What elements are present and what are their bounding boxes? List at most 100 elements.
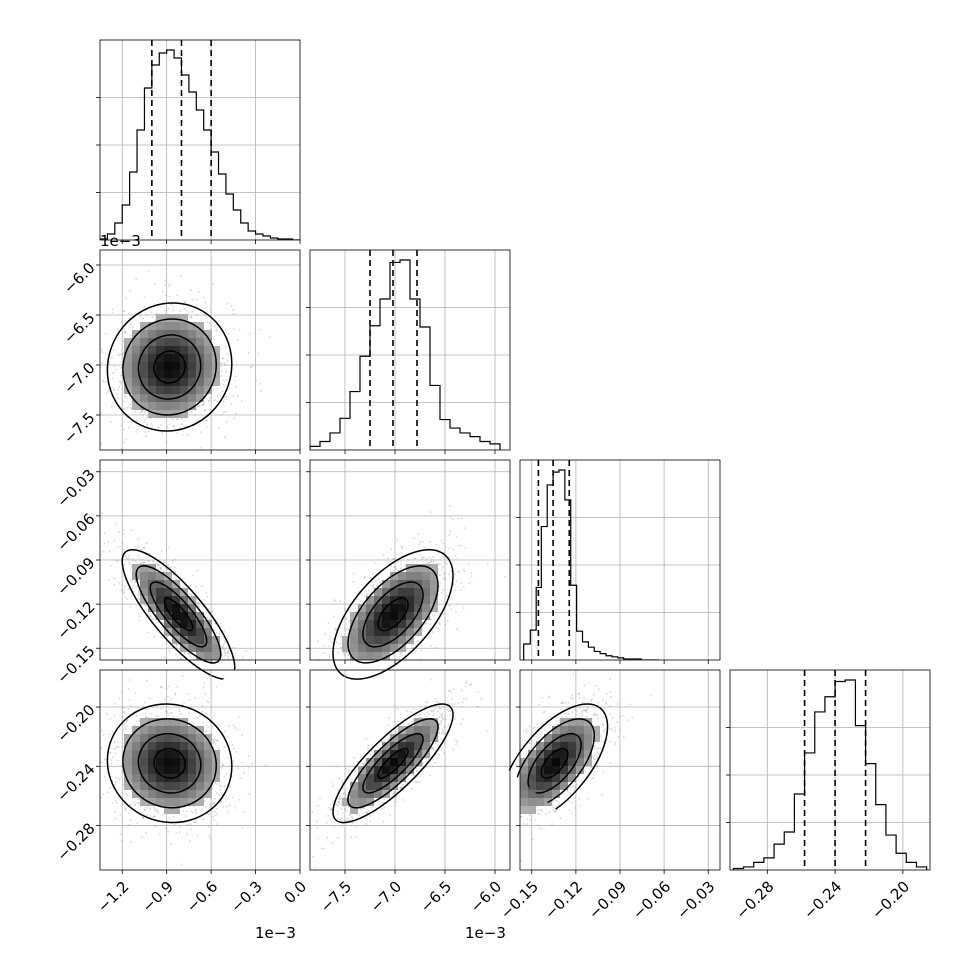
density-cell [148, 410, 156, 418]
scatter-point [353, 665, 355, 667]
scatter-point [438, 563, 441, 566]
scatter-point [102, 380, 105, 383]
density-cell [212, 774, 220, 782]
scatter-point [404, 564, 407, 566]
scatter-point [154, 825, 157, 828]
scatter-point [184, 651, 186, 654]
scatter-point [153, 815, 156, 818]
scatter-point [234, 375, 237, 378]
scatter-point [152, 806, 155, 809]
scatter-point [137, 538, 140, 540]
scatter-point [339, 642, 341, 645]
scatter-point [210, 805, 213, 807]
density-cell [132, 338, 140, 346]
scatter-point [255, 379, 258, 382]
scatter-point [134, 692, 136, 694]
density-cell [196, 798, 204, 806]
scatter-point [97, 780, 99, 782]
scatter-point [126, 719, 129, 722]
density-cell [164, 386, 172, 394]
density-cell [188, 644, 196, 652]
scatter-point [111, 387, 113, 389]
scatter-point [211, 803, 214, 806]
density-cell [382, 580, 390, 588]
scatter-point [426, 562, 429, 565]
scatter-point [200, 318, 203, 321]
scatter-point [178, 831, 181, 833]
scatter-point [129, 578, 132, 581]
scatter-point [322, 651, 325, 654]
scatter-point [124, 555, 126, 558]
scatter-point [103, 542, 106, 545]
scatter-point [141, 317, 144, 319]
scatter-point [468, 582, 471, 584]
scatter-point [227, 736, 230, 739]
scatter-point [421, 558, 423, 560]
scatter-point [125, 438, 127, 441]
density-cell [124, 370, 132, 378]
scatter-point [156, 567, 159, 569]
density-cell [196, 386, 204, 394]
scatter-point [167, 830, 170, 833]
scatter-point [101, 729, 104, 732]
scatter-point [425, 557, 428, 560]
density-cell [196, 750, 204, 758]
scatter-point [126, 397, 129, 399]
density-cell [156, 588, 164, 596]
scatter-point [328, 639, 331, 641]
scatter-point [183, 308, 186, 310]
scatter-point [424, 622, 427, 625]
scatter-point [100, 412, 102, 415]
density-cell [148, 798, 156, 806]
scatter-point [455, 611, 457, 613]
density-cell [196, 774, 204, 782]
scatter-point [237, 339, 240, 342]
scatter-point [124, 297, 127, 300]
density-cell [366, 604, 374, 612]
scatter-point [226, 652, 229, 655]
density-cell [374, 652, 382, 660]
density-cell [430, 596, 438, 604]
scatter-point [137, 594, 139, 597]
scatter-point [158, 565, 161, 567]
scatter-point [165, 441, 168, 444]
scatter-point [221, 686, 223, 688]
density-cell [414, 620, 422, 628]
scatter-point [145, 709, 148, 711]
density-cell [414, 604, 422, 612]
scatter-point [450, 608, 453, 611]
scatter-point [392, 570, 394, 572]
scatter-point [200, 683, 202, 685]
scatter-point [139, 411, 142, 414]
density-cell [188, 726, 196, 734]
density-cell [196, 782, 204, 790]
density-cell [366, 644, 374, 652]
density-cell [422, 580, 430, 588]
scatter-point [159, 567, 162, 570]
scatter-point [359, 667, 361, 669]
scatter-point [143, 546, 145, 549]
scatter-point [138, 597, 141, 600]
scatter-point [129, 323, 132, 326]
density-cell [124, 774, 132, 782]
density-cell [212, 652, 220, 660]
scatter-point [369, 672, 371, 674]
scatter-point [178, 707, 181, 710]
scatter-point [432, 631, 434, 634]
scatter-point [122, 717, 125, 719]
scatter-point [132, 558, 135, 560]
scatter-point [203, 599, 205, 601]
density-cell [398, 644, 406, 652]
scatter-point [175, 653, 178, 656]
scatter-point [138, 615, 141, 618]
density-cell [156, 726, 164, 734]
scatter-point [401, 654, 404, 656]
density-cell [422, 588, 430, 596]
density-cell [374, 604, 382, 612]
scatter-point [416, 640, 418, 643]
scatter-point [122, 549, 125, 551]
scatter-point [210, 668, 212, 670]
scatter-point [372, 587, 375, 590]
density-cell [212, 346, 220, 354]
corner-plot-panels: −1.2 −0.9 −0.6 −0.3 0.0 −7.5 −7.0 −6.5 −6.0−0.15… [53, 39, 931, 923]
